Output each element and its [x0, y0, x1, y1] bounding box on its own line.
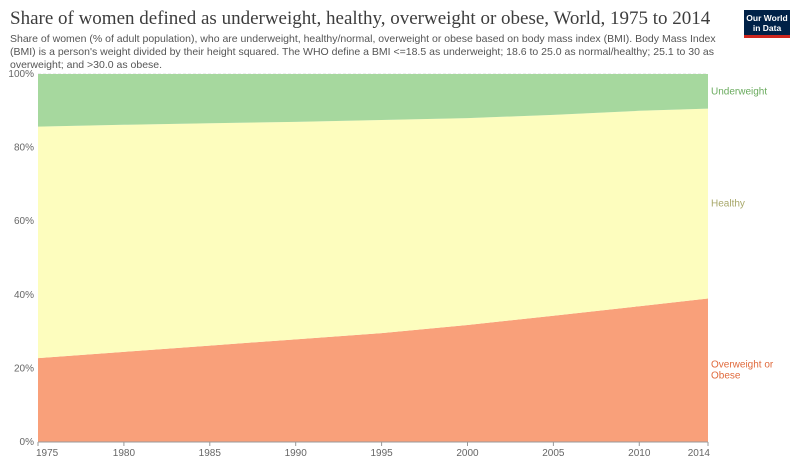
series-labels: Overweight or Obese Healthy Underweight — [711, 86, 774, 381]
chart-subtitle: Share of women (% of adult population), … — [10, 33, 716, 71]
area-underweight[interactable] — [38, 74, 708, 127]
y-tick-label: 20% — [14, 363, 34, 374]
series-label-overweight: Overweight or Obese — [711, 360, 774, 382]
y-tick-label: 40% — [14, 290, 34, 301]
area-healthy[interactable] — [38, 108, 708, 359]
y-tick-label: 100% — [8, 69, 34, 80]
x-tick-label: 1990 — [285, 448, 308, 459]
chart-title: Share of women defined as underweight, h… — [10, 8, 711, 29]
x-tick-label: 2014 — [688, 448, 711, 459]
area-overweight[interactable] — [38, 298, 708, 442]
logo-line-1: Our World — [746, 13, 788, 23]
area-series — [38, 74, 708, 442]
x-tick-label: 2005 — [542, 448, 565, 459]
series-label-underweight: Underweight — [711, 86, 767, 97]
x-tick-label: 1985 — [199, 448, 222, 459]
y-axis-ticks: 0% 20% 40% 60% 80% 100% — [8, 69, 34, 448]
x-tick-label: 1980 — [113, 448, 136, 459]
logo-line-2: in Data — [752, 23, 782, 33]
y-tick-label: 80% — [14, 143, 34, 154]
x-tick-label: 2010 — [628, 448, 651, 459]
x-tick-label: 1975 — [36, 448, 59, 459]
y-tick-label: 60% — [14, 216, 34, 227]
owid-logo[interactable]: Our World in Data — [744, 10, 790, 38]
y-tick-label: 0% — [20, 437, 35, 448]
series-label-healthy: Healthy — [711, 199, 745, 210]
logo-accent-bar — [744, 35, 790, 38]
x-tick-label: 2000 — [456, 448, 479, 459]
x-tick-label: 1995 — [370, 448, 393, 459]
x-axis-ticks: 1975 1980 1985 1990 1995 2000 2005 2010 2014 — [36, 441, 711, 459]
